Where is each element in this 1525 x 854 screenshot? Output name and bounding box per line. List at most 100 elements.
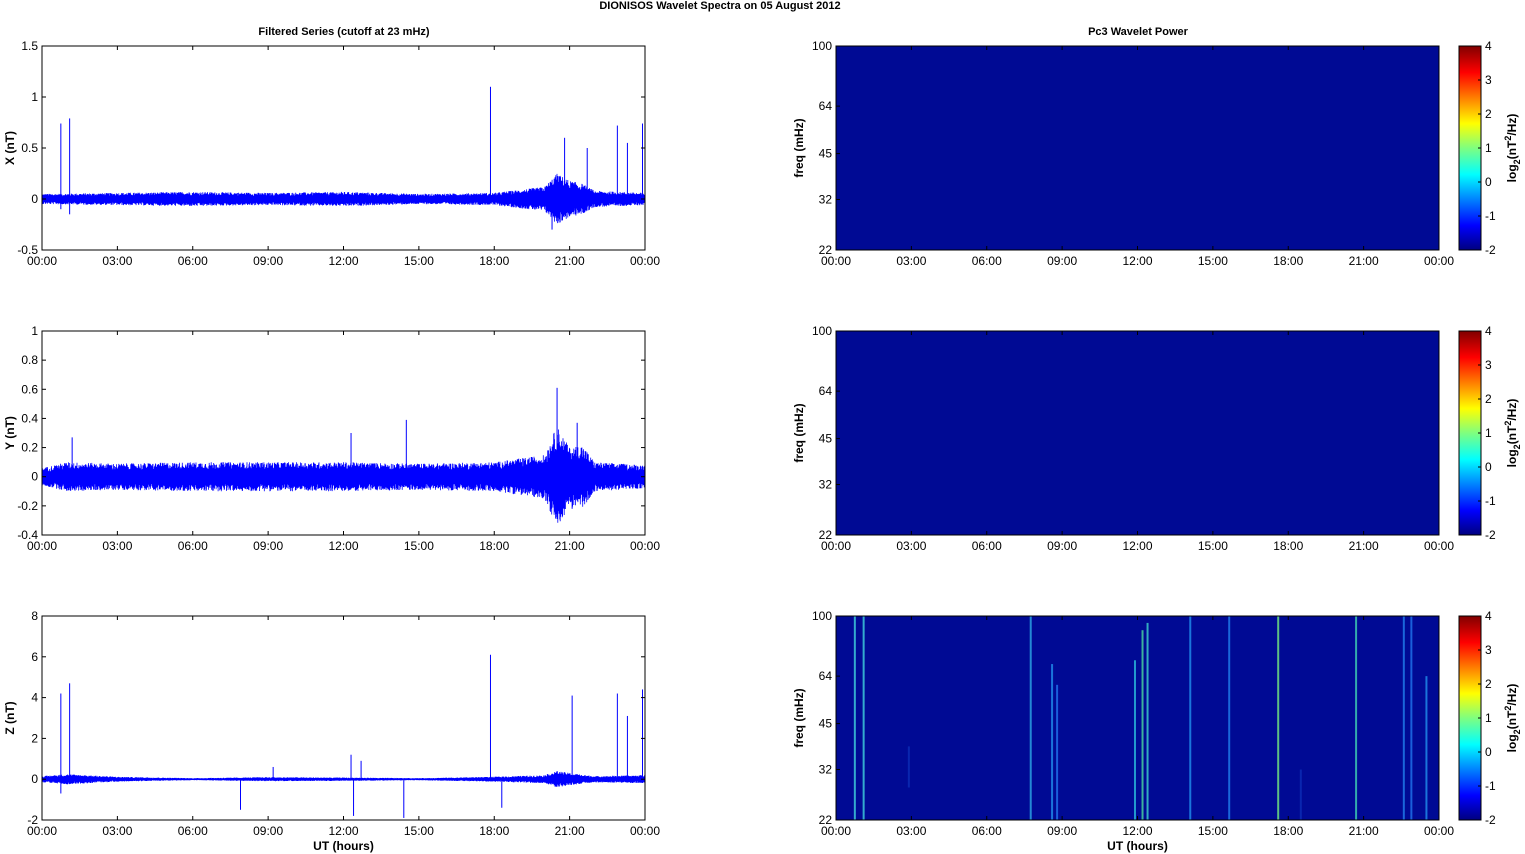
y-tick-label: 2 <box>31 731 38 745</box>
x-tick-label: 15:00 <box>404 539 434 553</box>
power-streak <box>1029 616 1032 820</box>
x-tick-label: 15:00 <box>1198 539 1228 553</box>
y-tick-label: 32 <box>819 763 833 777</box>
colorbar-tick-label: 3 <box>1485 73 1492 87</box>
colorbar-label-part: 2 <box>1512 159 1522 164</box>
colorbar-label: log2(nT2/Hz) <box>1503 114 1522 183</box>
x-tick-label: 00:00 <box>27 824 57 838</box>
colorbar <box>1458 330 1482 536</box>
x-tick-label: 09:00 <box>1047 254 1077 268</box>
y-tick-label: 6 <box>31 650 38 664</box>
x-tick-label: 00:00 <box>27 254 57 268</box>
colorbar-label-part: 2 <box>1512 729 1522 734</box>
colorbar <box>1458 45 1482 251</box>
colorbar-label-part: (nT <box>1505 425 1519 444</box>
x-tick-label: 06:00 <box>972 254 1002 268</box>
colorbar-label-part: log <box>1505 449 1519 467</box>
x-tick-label: 12:00 <box>328 824 358 838</box>
colorbar-tick-label: 1 <box>1485 141 1492 155</box>
y-axis-label: freq (mHz) <box>792 688 806 747</box>
y-tick-label: 0.6 <box>21 382 38 396</box>
y-tick-label: 8 <box>31 609 38 623</box>
x-tick-label: 09:00 <box>1047 539 1077 553</box>
y-tick-label: 64 <box>819 99 833 113</box>
x-tick-label: 18:00 <box>1273 824 1303 838</box>
x-tick-label: 00:00 <box>821 824 851 838</box>
line-panel-y: -0.4 -0.2 0 0.2 0.4 0.6 0.8 1 Y (nT) <box>3 324 646 542</box>
y-tick-label: 4 <box>31 691 38 705</box>
y-tick-label: 0.5 <box>21 141 38 155</box>
y-tick-label: 22 <box>819 243 833 257</box>
colorbar-tick-label: 1 <box>1485 711 1492 725</box>
x-tick-label: 09:00 <box>1047 824 1077 838</box>
x-tick-label: 00:00 <box>821 539 851 553</box>
colorbar-tick-label: 2 <box>1485 392 1492 406</box>
y-tick-label: 0 <box>31 192 38 206</box>
colorbar-label: log2(nT2/Hz) <box>1503 684 1522 753</box>
colorbar-tick-label: 2 <box>1485 107 1492 121</box>
x-tick-label: 06:00 <box>178 254 208 268</box>
y-tick-label: 0.8 <box>21 353 38 367</box>
colorbar-label-part: (nT <box>1505 140 1519 159</box>
x-tick-label: 00:00 <box>630 539 660 553</box>
power-streak <box>1355 616 1358 820</box>
heatmap-background <box>836 46 1439 250</box>
x-tick-label: 12:00 <box>1122 254 1152 268</box>
colorbar-label-part: (nT <box>1505 710 1519 729</box>
x-tick-label: 15:00 <box>1198 254 1228 268</box>
colorbar-tick-label: 1 <box>1485 426 1492 440</box>
x-tick-label: 12:00 <box>328 539 358 553</box>
heatmap-background <box>836 331 1439 535</box>
colorbar-tick-label: 0 <box>1485 175 1492 189</box>
x-tick-label: 18:00 <box>479 824 509 838</box>
x-tick-label: 03:00 <box>896 824 926 838</box>
y-tick-label: 45 <box>819 432 833 446</box>
colorbar-label: log2(nT2/Hz) <box>1503 399 1522 468</box>
power-streak <box>1277 616 1280 820</box>
y-tick-label: -0.2 <box>17 499 38 513</box>
y-axis-label: Y (nT) <box>3 416 17 450</box>
power-streak <box>1133 660 1136 820</box>
colorbar-label-part: /Hz) <box>1505 114 1519 136</box>
right-column-title: Pc3 Wavelet Power <box>1088 26 1189 38</box>
y-axis-label: X (nT) <box>3 131 17 165</box>
y-tick-label: 32 <box>819 478 833 492</box>
x-tick-label: 03:00 <box>102 539 132 553</box>
colorbar-tick-label: 4 <box>1485 324 1492 338</box>
y-tick-label: 100 <box>812 324 832 338</box>
colorbar-label-part: 2 <box>1512 444 1522 449</box>
y-tick-label: -0.5 <box>17 243 38 257</box>
power-streak <box>862 616 865 820</box>
colorbar-tick-label: 4 <box>1485 609 1492 623</box>
y-tick-label: 64 <box>819 669 833 683</box>
power-streak <box>853 616 856 820</box>
colorbar-tick-label: -1 <box>1485 494 1496 508</box>
y-tick-label: -0.4 <box>17 528 38 542</box>
y-tick-label: 22 <box>819 528 833 542</box>
heatmap-background <box>836 616 1439 820</box>
data-series-line <box>41 429 646 523</box>
y-axis-label: freq (mHz) <box>792 403 806 462</box>
y-tick-label: -2 <box>27 813 38 827</box>
y-tick-label: 32 <box>819 193 833 207</box>
figure-title: DIONISOS Wavelet Spectra on 05 August 20… <box>599 0 840 12</box>
x-tick-label: 18:00 <box>479 539 509 553</box>
plot-area <box>42 331 645 535</box>
power-streak <box>907 746 910 788</box>
x-tick-label: 03:00 <box>896 539 926 553</box>
colorbar-label-part: log <box>1505 164 1519 182</box>
colorbar-tick-label: -1 <box>1485 779 1496 793</box>
colorbar-label-part: 2 <box>1503 706 1513 711</box>
y-tick-label: 22 <box>819 813 833 827</box>
x-tick-label: 06:00 <box>972 539 1002 553</box>
y-tick-label: 45 <box>819 147 833 161</box>
power-streak <box>1056 684 1059 820</box>
x-tick-label: 21:00 <box>555 539 585 553</box>
y-axis-label: freq (mHz) <box>792 118 806 177</box>
y-tick-label: 100 <box>812 39 832 53</box>
x-tick-label: 12:00 <box>328 254 358 268</box>
